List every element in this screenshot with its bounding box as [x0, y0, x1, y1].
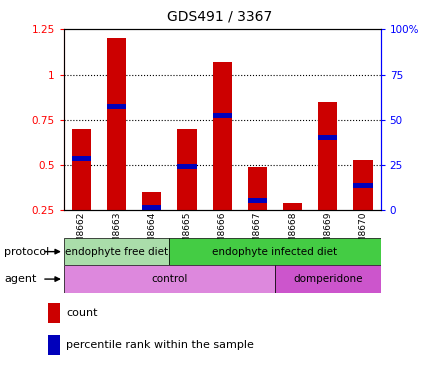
- Bar: [48, 303, 60, 323]
- Text: count: count: [66, 308, 98, 318]
- Text: GDS491 / 3367: GDS491 / 3367: [167, 9, 273, 23]
- Text: endophyte infected diet: endophyte infected diet: [213, 247, 337, 257]
- Bar: [142, 193, 161, 210]
- Bar: [72, 156, 91, 161]
- Text: endophyte free diet: endophyte free diet: [65, 247, 168, 257]
- Bar: [177, 164, 197, 169]
- Bar: [213, 113, 232, 118]
- Text: domperidone: domperidone: [293, 274, 363, 284]
- Bar: [248, 198, 267, 203]
- Bar: [72, 129, 91, 210]
- Bar: [169, 238, 381, 265]
- Bar: [107, 104, 126, 109]
- Bar: [142, 205, 161, 210]
- Text: control: control: [151, 274, 187, 284]
- Bar: [275, 265, 381, 293]
- Bar: [64, 265, 275, 293]
- Bar: [283, 203, 302, 210]
- Text: agent: agent: [4, 274, 37, 284]
- Bar: [318, 102, 337, 210]
- Bar: [213, 62, 232, 210]
- Text: protocol: protocol: [4, 247, 50, 257]
- Bar: [353, 160, 373, 210]
- Text: percentile rank within the sample: percentile rank within the sample: [66, 340, 254, 350]
- Bar: [48, 335, 60, 355]
- Bar: [248, 167, 267, 210]
- Bar: [64, 238, 169, 265]
- Bar: [283, 210, 302, 216]
- Bar: [177, 129, 197, 210]
- Bar: [107, 38, 126, 210]
- Bar: [353, 183, 373, 188]
- Bar: [318, 135, 337, 139]
